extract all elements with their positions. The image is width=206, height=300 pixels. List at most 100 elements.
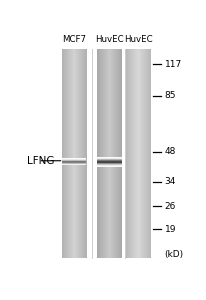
Bar: [96, 165, 121, 166]
Bar: [141, 49, 142, 258]
Bar: [64, 49, 65, 258]
Bar: [143, 49, 144, 258]
Bar: [132, 49, 133, 258]
Text: HuvEC: HuvEC: [95, 35, 123, 44]
Text: 48: 48: [164, 148, 175, 157]
Text: 85: 85: [164, 91, 175, 100]
Bar: [61, 162, 86, 163]
Bar: [142, 49, 143, 258]
Bar: [106, 49, 107, 258]
Bar: [96, 159, 121, 160]
Bar: [74, 49, 75, 258]
Bar: [61, 160, 86, 161]
Text: 26: 26: [164, 202, 175, 211]
Bar: [112, 49, 113, 258]
Bar: [145, 49, 146, 258]
Bar: [137, 49, 138, 258]
Bar: [75, 49, 76, 258]
Bar: [61, 159, 86, 160]
Bar: [128, 49, 129, 258]
Bar: [125, 49, 126, 258]
Bar: [103, 49, 104, 258]
Bar: [84, 49, 85, 258]
Bar: [120, 49, 121, 258]
Bar: [116, 49, 117, 258]
Bar: [135, 49, 136, 258]
Bar: [80, 49, 81, 258]
Bar: [62, 49, 63, 258]
Bar: [77, 49, 78, 258]
Bar: [149, 49, 150, 258]
Bar: [76, 49, 77, 258]
Bar: [115, 49, 116, 258]
Bar: [111, 49, 112, 258]
Bar: [64, 49, 65, 258]
Bar: [67, 49, 68, 258]
Bar: [107, 49, 108, 258]
Bar: [98, 49, 99, 258]
Bar: [130, 49, 131, 258]
Bar: [108, 49, 109, 258]
Bar: [96, 157, 121, 158]
Bar: [148, 49, 149, 258]
Text: (kD): (kD): [164, 250, 183, 260]
Bar: [132, 49, 133, 258]
Bar: [135, 49, 136, 258]
Bar: [65, 49, 66, 258]
Bar: [117, 49, 118, 258]
Bar: [61, 164, 86, 165]
Bar: [119, 49, 120, 258]
Bar: [118, 49, 119, 258]
Bar: [115, 49, 116, 258]
Bar: [138, 49, 139, 258]
Bar: [82, 49, 83, 258]
Bar: [61, 163, 86, 164]
Bar: [102, 49, 103, 258]
Bar: [96, 158, 121, 159]
Bar: [96, 164, 121, 165]
Bar: [96, 163, 121, 164]
Bar: [133, 49, 134, 258]
Bar: [96, 161, 121, 162]
Bar: [131, 49, 132, 258]
Text: MCF7: MCF7: [62, 35, 85, 44]
Bar: [69, 49, 70, 258]
Bar: [66, 49, 67, 258]
Bar: [96, 164, 121, 165]
Bar: [96, 160, 121, 161]
Bar: [146, 49, 147, 258]
Bar: [63, 49, 64, 258]
Bar: [106, 49, 107, 258]
Bar: [96, 161, 121, 162]
Bar: [144, 49, 145, 258]
Bar: [96, 162, 121, 163]
Bar: [127, 49, 128, 258]
Bar: [117, 49, 118, 258]
Bar: [96, 160, 121, 161]
Bar: [85, 49, 86, 258]
Bar: [61, 158, 86, 159]
Bar: [61, 162, 86, 163]
Bar: [112, 49, 113, 258]
Bar: [98, 49, 99, 258]
Bar: [113, 49, 114, 258]
Bar: [136, 49, 137, 258]
Text: HuvEC: HuvEC: [123, 35, 152, 44]
Bar: [61, 49, 62, 258]
Bar: [101, 49, 102, 258]
Bar: [79, 49, 80, 258]
Bar: [61, 163, 86, 164]
Bar: [71, 49, 72, 258]
Bar: [61, 164, 86, 165]
Bar: [105, 49, 106, 258]
Bar: [130, 49, 131, 258]
Bar: [108, 49, 109, 258]
Bar: [62, 49, 63, 258]
Bar: [70, 49, 71, 258]
Bar: [61, 158, 86, 159]
Bar: [113, 49, 114, 258]
Bar: [78, 49, 79, 258]
Bar: [128, 49, 129, 258]
Bar: [72, 49, 73, 258]
Bar: [68, 49, 69, 258]
